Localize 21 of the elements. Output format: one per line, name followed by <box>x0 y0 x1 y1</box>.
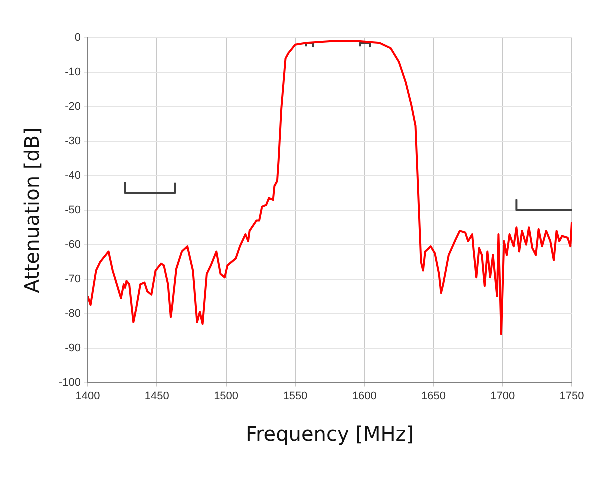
y-tick-label: -70 <box>65 273 82 286</box>
y-tick-label: -20 <box>65 100 82 113</box>
y-tick-label: -80 <box>65 308 82 320</box>
x-tick-label: 1750 <box>560 390 584 402</box>
x-tick-label: 1600 <box>352 390 377 402</box>
y-tick-label: -10 <box>65 66 82 79</box>
x-tick-label: 1700 <box>490 390 516 402</box>
y-tick-label: -100 <box>58 376 82 389</box>
x-axis-title: Frequency [MHz] <box>246 422 414 446</box>
x-tick-label: 1400 <box>76 390 100 402</box>
y-tick-label: 0 <box>74 32 82 44</box>
x-tick-label: 1500 <box>214 390 239 402</box>
x-tick-label: 1450 <box>144 390 170 402</box>
y-tick-label: -90 <box>65 342 82 354</box>
x-tick-label: 1550 <box>283 390 308 402</box>
y-tick-label: -30 <box>65 135 82 148</box>
y-axis-title: Attenuation [dB] <box>20 128 44 294</box>
y-tick-label: -40 <box>65 170 82 182</box>
x-tick-label: 1650 <box>421 390 446 402</box>
y-tick-label: -50 <box>65 204 82 216</box>
y-tick-label: -60 <box>65 238 82 251</box>
